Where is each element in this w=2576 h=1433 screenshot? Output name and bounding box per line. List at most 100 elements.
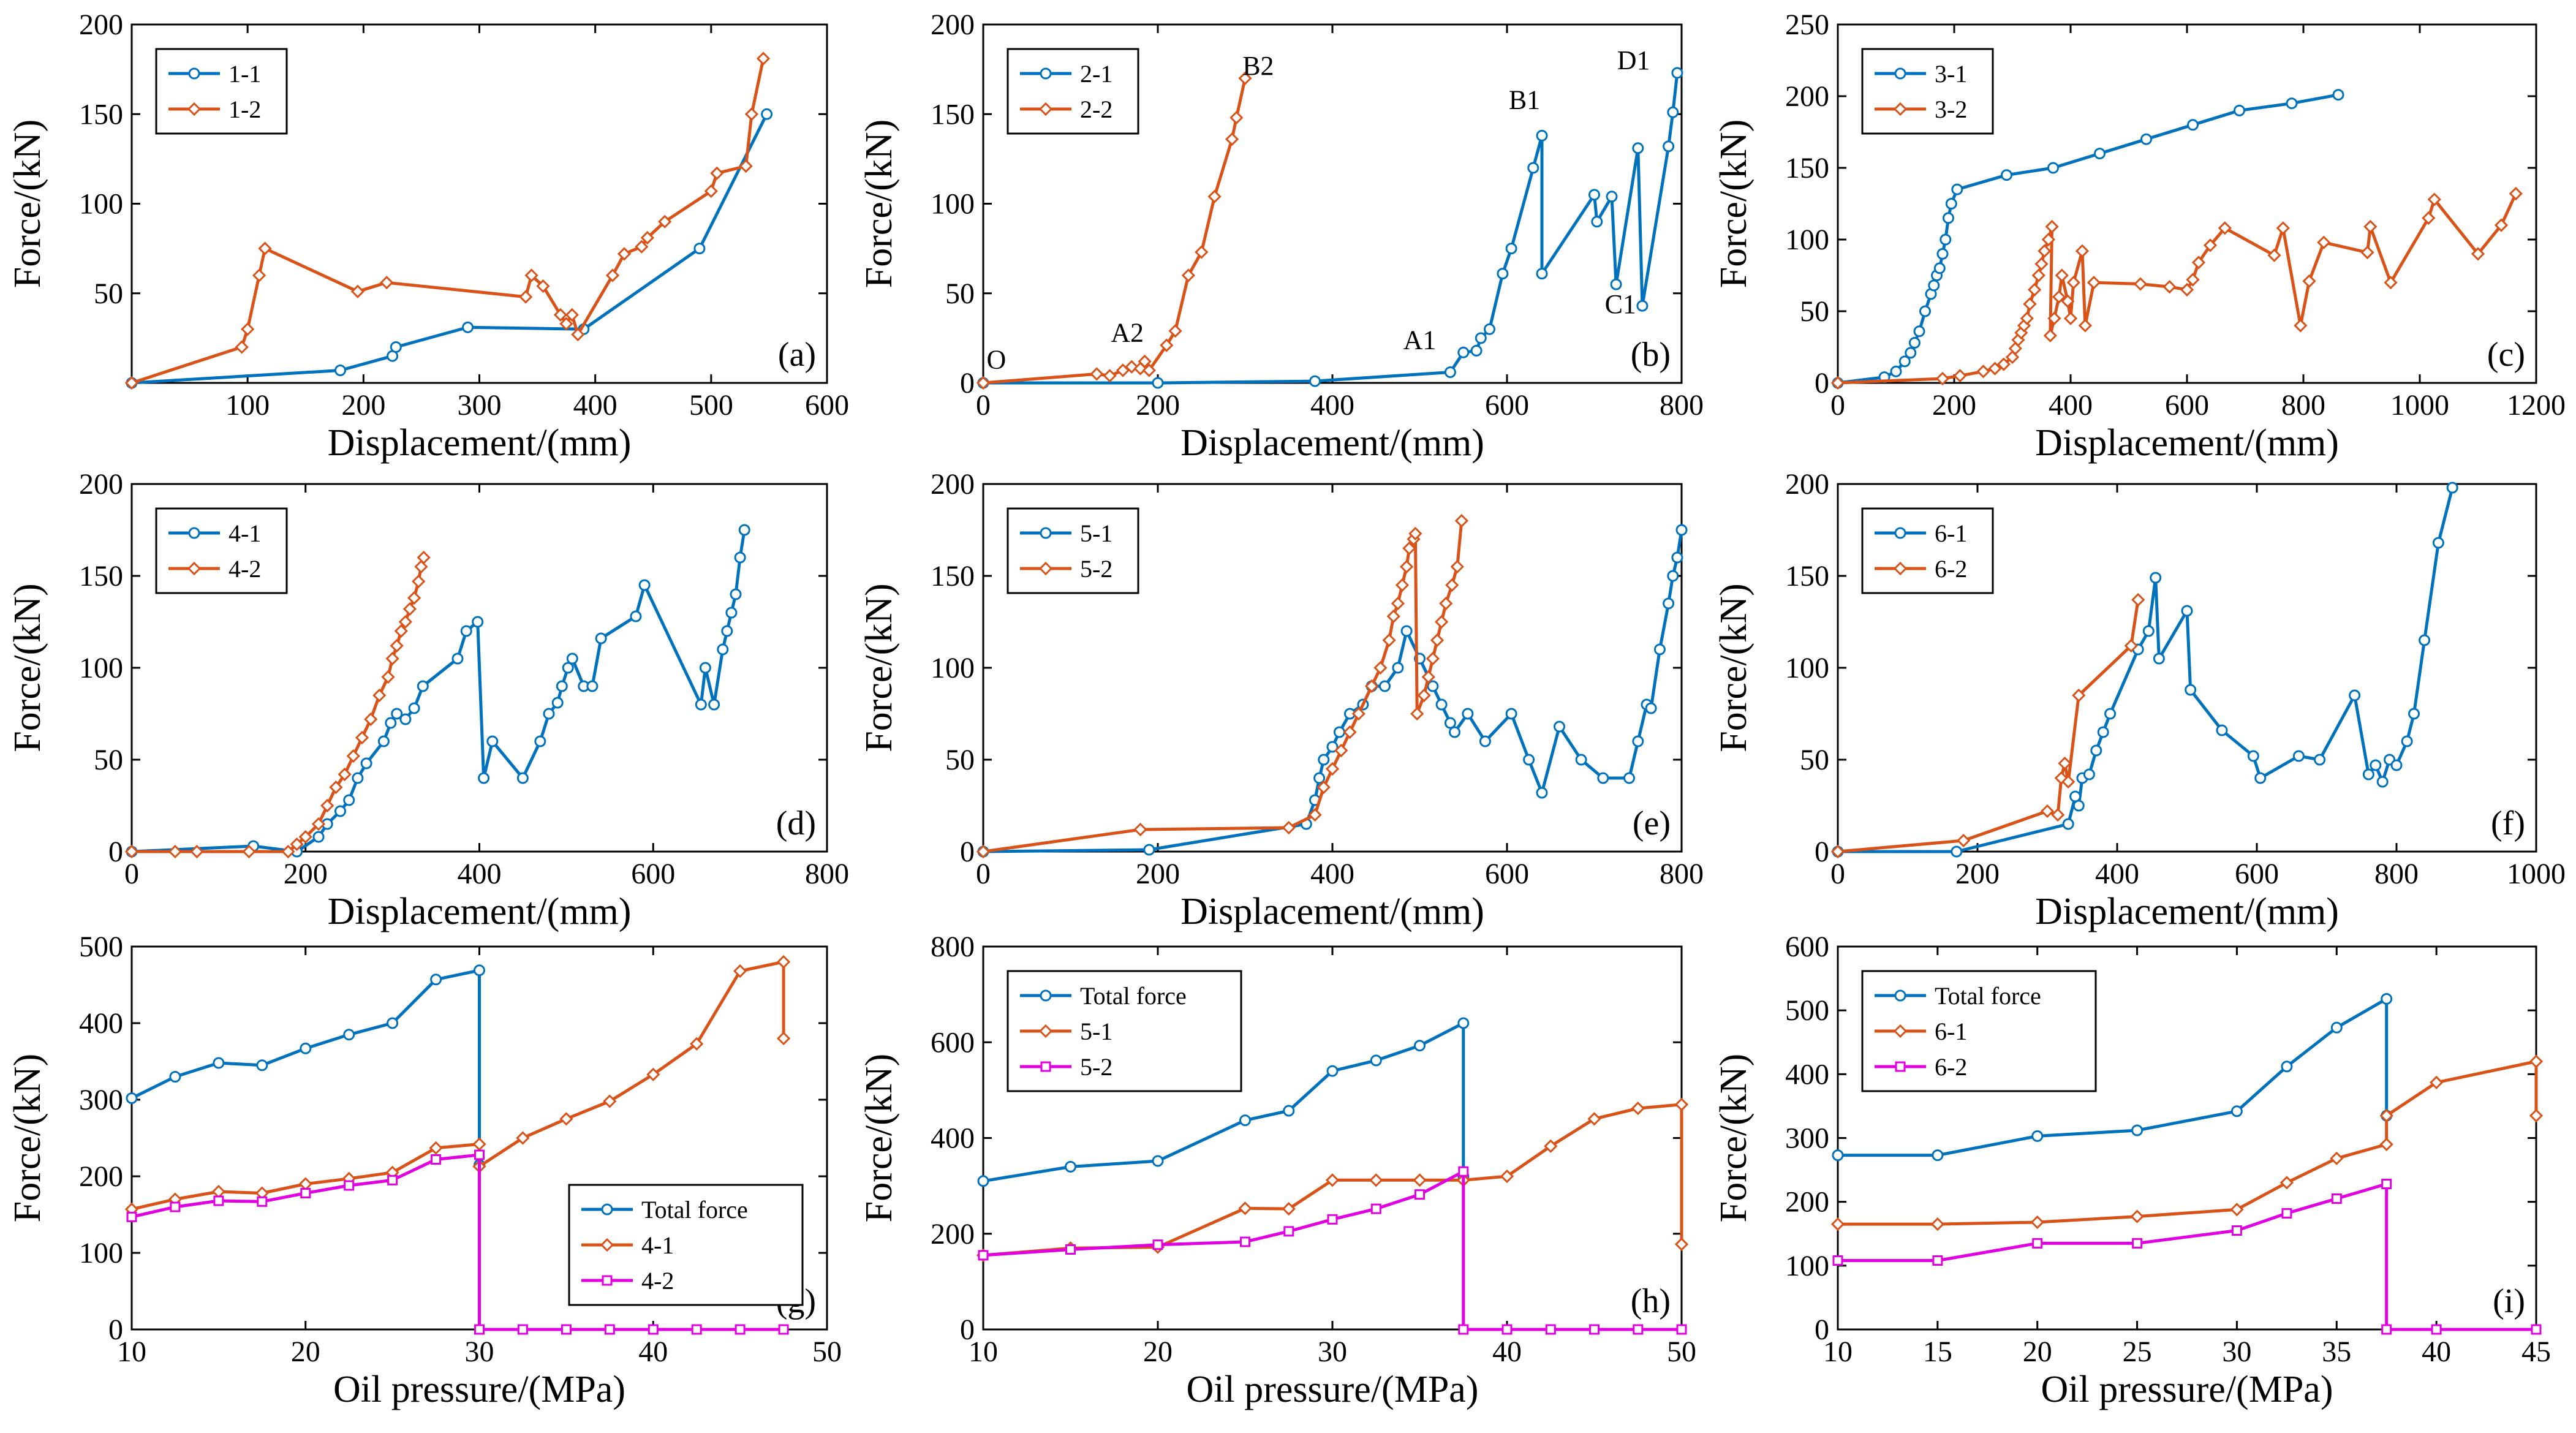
x-axis-label: Displacement/(mm) [2035,422,2339,464]
y-tick-label: 0 [1815,1314,1829,1346]
legend-label: 2-1 [1080,60,1112,88]
x-tick-label: 400 [458,858,502,890]
y-tick-label: 150 [1785,560,1829,592]
y-tick-label: 800 [931,931,975,963]
y-tick-label: 100 [79,188,123,221]
series-4-2 [126,1149,789,1335]
legend-label: 6-2 [1935,555,1967,583]
x-tick-label: 15 [1923,1336,1952,1368]
y-tick-label: 100 [79,1237,123,1269]
x-axis-label: Displacement/(mm) [328,422,632,464]
y-tick-label: 50 [945,278,975,310]
legend-label: 2-2 [1080,96,1112,123]
legend: Total force 6-1 6-2 [1861,970,2097,1092]
x-tick-label: 800 [2374,858,2419,890]
y-tick-label: 0 [960,1314,975,1346]
x-tick-label: 20 [1143,1336,1173,1368]
y-axis-label: Force/(kN) [858,119,900,288]
legend: 4-14-2 [155,507,288,594]
legend-label: 3-1 [1935,60,1967,88]
y-tick-label: 150 [79,98,123,130]
series-1-1 [126,108,773,389]
legend: 6-16-2 [1861,507,1994,594]
x-tick-label: 800 [805,858,849,890]
x-tick-label: 500 [689,389,733,422]
series-4-1 [132,962,784,1209]
series-6-2 [1838,600,2138,852]
y-tick-label: 300 [1785,1122,1829,1155]
x-tick-label: 600 [2235,858,2279,890]
x-axis-label: Displacement/(mm) [1180,891,1484,932]
x-tick-label: 30 [465,1336,494,1368]
y-axis-label: Force/(kN) [7,583,48,752]
y-tick-label: 100 [931,652,975,684]
series-1-2 [132,59,763,383]
annotation: D1 [1617,45,1650,75]
legend-label: 1-2 [229,96,261,123]
panel-b: 0 200 400 600 800050100150200Displacement/(m… [858,9,1704,464]
x-tick-label: 600 [631,858,675,890]
y-tick-label: 200 [79,1160,123,1193]
panel-h: 10 20 30 40 50 0 200 400 600 800 Oil pressure/(MPa… [858,931,1696,1410]
y-tick-label: 150 [931,98,975,130]
y-axis-label: Force/(kN) [1713,119,1754,288]
y-tick-label: 50 [94,744,123,776]
y-tick-label: 200 [79,9,123,41]
x-tick-label: 10 [1823,1336,1853,1368]
panel-label: (f) [2491,804,2525,842]
y-tick-label: 100 [1785,652,1829,684]
x-tick-label: 40 [638,1336,668,1368]
y-tick-label: 50 [1800,744,1829,776]
y-tick-label: 200 [931,9,975,41]
x-tick-label: 600 [1485,858,1529,890]
legend-box [1007,507,1139,594]
y-tick-label: 200 [79,468,123,501]
y-tick-label: 50 [945,744,975,776]
legend: 3-13-2 [1861,48,1994,135]
legend: 2-12-2 [1007,48,1139,135]
y-tick-label: 150 [931,560,975,592]
panel-label: (b) [1631,336,1671,374]
x-tick-label: 200 [284,858,328,890]
x-tick-label: 30 [2222,1336,2251,1368]
x-tick-label: 1000 [2390,389,2449,422]
annotation: A2 [1111,318,1144,348]
panel-label: (i) [2493,1282,2525,1320]
series-5-2 [978,1166,1687,1335]
legend: 5-15-2 [1007,507,1139,594]
y-tick-label: 150 [79,560,123,592]
x-tick-label: 1000 [2507,858,2566,890]
x-tick-label: 300 [458,389,502,422]
y-tick-label: 500 [79,931,123,963]
legend-label: 4-1 [229,520,261,547]
y-axis-label: Force/(kN) [858,1054,900,1222]
series-3-1 [1832,89,2344,389]
x-tick-label: 40 [1492,1336,1522,1368]
panel-label: (e) [1633,804,1671,842]
panel-label: (c) [2487,336,2525,374]
y-tick-label: 100 [931,188,975,221]
x-tick-label: 40 [2422,1336,2451,1368]
y-tick-label: 50 [1800,295,1829,328]
y-tick-label: 400 [79,1007,123,1040]
x-tick-label: 400 [1310,858,1354,890]
legend-box [155,507,288,594]
x-tick-label: 50 [812,1336,842,1368]
y-axis-label: Force/(kN) [858,583,900,752]
panel-e: 0 200 400 600 800050100150200Displacement/(m… [858,468,1704,932]
legend-label: 6-1 [1935,520,1967,547]
series-3-2 [1838,194,2516,383]
x-tick-label: 20 [291,1336,320,1368]
x-tick-label: 30 [1318,1336,1347,1368]
y-tick-label: 150 [1785,152,1829,184]
x-axis-label: Displacement/(mm) [1180,422,1484,464]
legend: Total force 4-1 4-2 [568,1184,804,1306]
series-5-1 [983,1105,1682,1255]
y-tick-label: 200 [1785,80,1829,113]
panel-c: 0 200 400 600 800 1000 1200 0 50 100 150 200 250 Disp… [1713,9,2566,464]
y-tick-label: 0 [108,1314,123,1346]
legend-label: Total force [1080,982,1187,1010]
legend-box [155,48,288,135]
x-tick-label: 200 [1932,389,1976,422]
y-tick-label: 0 [1815,367,1829,399]
